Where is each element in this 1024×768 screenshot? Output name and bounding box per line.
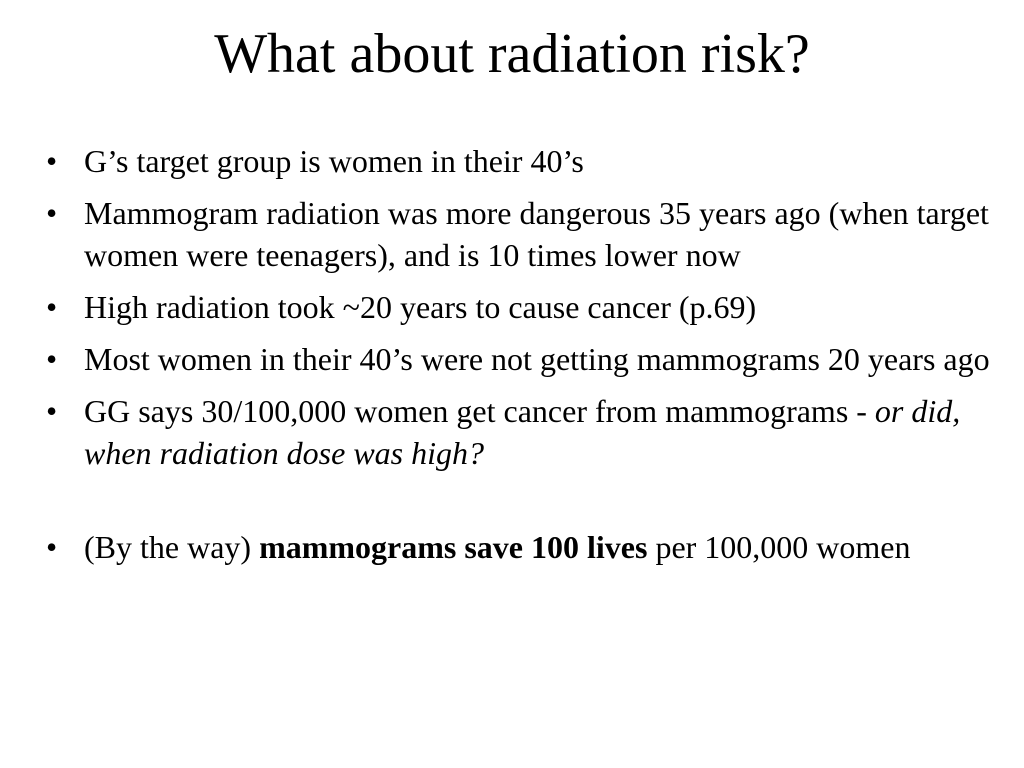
bullet-text-plain: GG says 30/100,000 women get cancer from…	[84, 393, 875, 429]
bullet-item: • GG says 30/100,000 women get cancer fr…	[46, 390, 1001, 474]
slide-title: What about radiation risk?	[214, 23, 810, 85]
bullet-icon: •	[46, 143, 58, 179]
bullet-icon: •	[46, 529, 58, 565]
bullet-text-after: per 100,000 women	[647, 529, 911, 565]
bullet-text: G’s target group is women in their 40’s	[84, 143, 584, 179]
bullet-text: Most women in their 40’s were not gettin…	[84, 341, 990, 377]
bullet-list: • G’s target group is women in their 40’…	[46, 140, 1001, 578]
bullet-icon: •	[46, 195, 58, 231]
bullet-text-before: (By the way)	[84, 529, 260, 565]
bullet-icon: •	[46, 341, 58, 377]
bullet-item: • High radiation took ~20 years to cause…	[46, 286, 1001, 328]
bullet-icon: •	[46, 289, 58, 325]
bullet-item: • (By the way) mammograms save 100 lives…	[46, 526, 1001, 568]
bullet-icon: •	[46, 393, 58, 429]
bullet-item: • G’s target group is women in their 40’…	[46, 140, 1001, 182]
bullet-text-italic: or did, when radiation dose was high?	[84, 393, 961, 471]
bullet-item: • Most women in their 40’s were not gett…	[46, 338, 1001, 380]
bullet-text: High radiation took ~20 years to cause c…	[84, 289, 757, 325]
bullet-text: Mammogram radiation was more dangerous 3…	[84, 195, 989, 273]
bullet-item: • Mammogram radiation was more dangerous…	[46, 192, 1001, 276]
bullet-text-bold: mammograms save 100 lives	[259, 529, 648, 565]
